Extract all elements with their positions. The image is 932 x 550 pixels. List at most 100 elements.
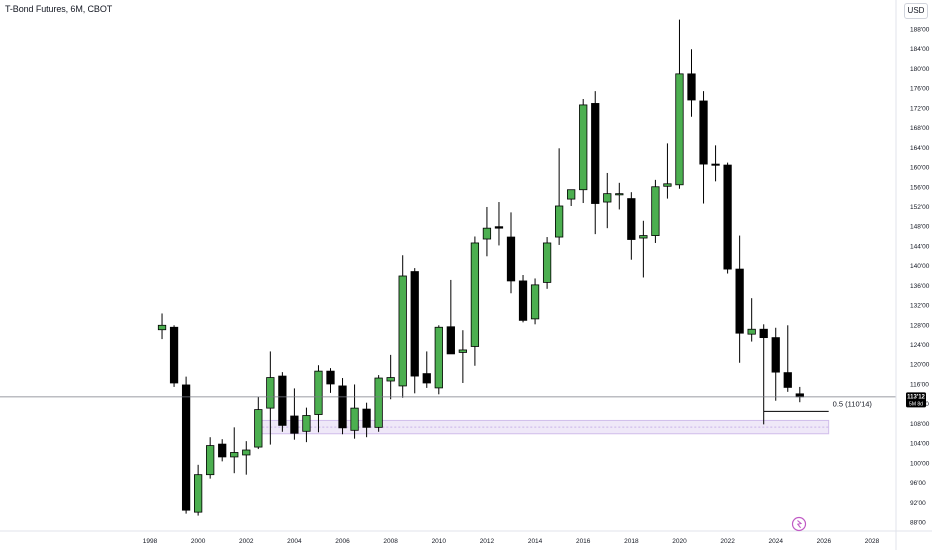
candle: [398, 255, 407, 398]
candle-body-down: [759, 328, 768, 339]
candle: [422, 351, 431, 388]
candle-body-up: [398, 275, 407, 387]
price-tick-label: 180'00: [910, 66, 930, 73]
candle-body-up: [542, 242, 552, 283]
tradingview-logo-icon[interactable]: [791, 516, 807, 532]
candle-body-down: [735, 268, 744, 334]
candle: [759, 324, 768, 425]
candle: [350, 384, 359, 439]
candle: [338, 378, 347, 435]
candle: [290, 388, 299, 440]
candle-body-up: [242, 449, 251, 456]
candle-body-up: [567, 189, 576, 200]
price-tick-label: 92'00: [910, 500, 926, 507]
candle: [747, 298, 756, 342]
candle-countdown: 5M 8d: [909, 401, 923, 407]
candle-body-down: [446, 326, 455, 355]
candle-body-up: [663, 183, 672, 187]
time-tick-label: 2028: [865, 538, 880, 545]
time-axis[interactable]: 1998 2000 2002 2004 2006 2008 2010 2012 2014 2016…: [0, 530, 932, 545]
candle: [603, 172, 612, 229]
price-tick-label: 140'00: [910, 263, 930, 270]
candle: [458, 330, 467, 383]
currency-button[interactable]: USD: [904, 3, 928, 19]
candle: [326, 368, 335, 393]
price-tick-label: 176'00: [910, 86, 930, 93]
candle-body-up: [194, 474, 203, 513]
candle-body-up: [458, 349, 467, 353]
candle-body-down: [494, 226, 504, 229]
candle: [446, 279, 455, 355]
candle-body-up: [157, 324, 167, 331]
candle: [771, 327, 780, 401]
price-tick-label: 164'00: [910, 145, 930, 152]
candle: [494, 202, 504, 246]
price-axis[interactable]: 88'0092'0096'00100'00104'00108'00112'001…: [895, 0, 930, 550]
candle: [591, 91, 600, 235]
candle: [254, 396, 263, 450]
time-tick-label: 2014: [528, 538, 543, 545]
candle-body-down: [518, 280, 528, 321]
candle-body-down: [783, 372, 792, 388]
candle: [302, 407, 311, 443]
price-tick-label: 132'00: [910, 303, 930, 310]
candle-body-down: [181, 384, 191, 511]
price-tick-label: 156'00: [910, 184, 930, 191]
candle-body-up: [302, 415, 311, 432]
candle-body-down: [771, 337, 780, 373]
candle: [470, 236, 480, 366]
candle: [675, 19, 684, 189]
candle-body-up: [579, 104, 588, 191]
time-tick-label: 2010: [432, 538, 447, 545]
candle: [169, 325, 179, 387]
price-tick-label: 128'00: [910, 322, 930, 329]
fib-label: 0.5 (110'14): [833, 399, 873, 408]
candle: [218, 439, 227, 462]
candle-body-up: [374, 377, 383, 428]
candle: [434, 325, 443, 395]
time-tick-label: 1998: [143, 538, 158, 545]
candle-body-up: [675, 73, 684, 186]
price-tick-label: 108'00: [910, 421, 930, 428]
time-tick-label: 2026: [817, 538, 832, 545]
candle: [699, 91, 708, 204]
time-tick-label: 2016: [576, 538, 591, 545]
candle-body-down: [278, 375, 287, 426]
candle-body-down: [723, 164, 732, 270]
candle: [735, 235, 744, 363]
price-tick-label: 116'00: [910, 381, 929, 388]
price-tick-label: 148'00: [910, 224, 930, 231]
candle: [157, 313, 167, 340]
time-tick-label: 2006: [335, 538, 350, 545]
price-tick-label: 124'00: [910, 342, 930, 349]
price-tick-label: 184'00: [910, 46, 930, 53]
candle-body-down: [326, 370, 335, 385]
candle: [651, 179, 660, 243]
candle-body-up: [350, 407, 359, 431]
candle: [530, 278, 540, 325]
candle-body-up: [266, 377, 275, 409]
price-tick-label: 96'00: [910, 480, 926, 487]
candle: [230, 427, 239, 474]
candle-body-up: [206, 445, 215, 476]
candle-layer: [157, 19, 804, 516]
price-tick-label: 104'00: [910, 441, 930, 448]
candle: [795, 386, 804, 403]
candle-body-up: [639, 235, 648, 239]
candle-body-up: [470, 242, 480, 347]
candle-body-up: [603, 193, 612, 203]
candle: [194, 464, 203, 516]
time-tick-label: 2022: [720, 538, 735, 545]
time-tick-label: 2024: [768, 538, 783, 545]
candle: [206, 437, 215, 479]
candle: [687, 49, 696, 117]
candle-body-down: [169, 326, 179, 384]
candle-body-down: [627, 198, 636, 240]
candle-body-up: [651, 186, 660, 236]
candle-body-up: [434, 326, 443, 389]
candle: [579, 99, 588, 204]
candle-body-up: [615, 193, 624, 196]
candle-body-down: [218, 443, 227, 458]
